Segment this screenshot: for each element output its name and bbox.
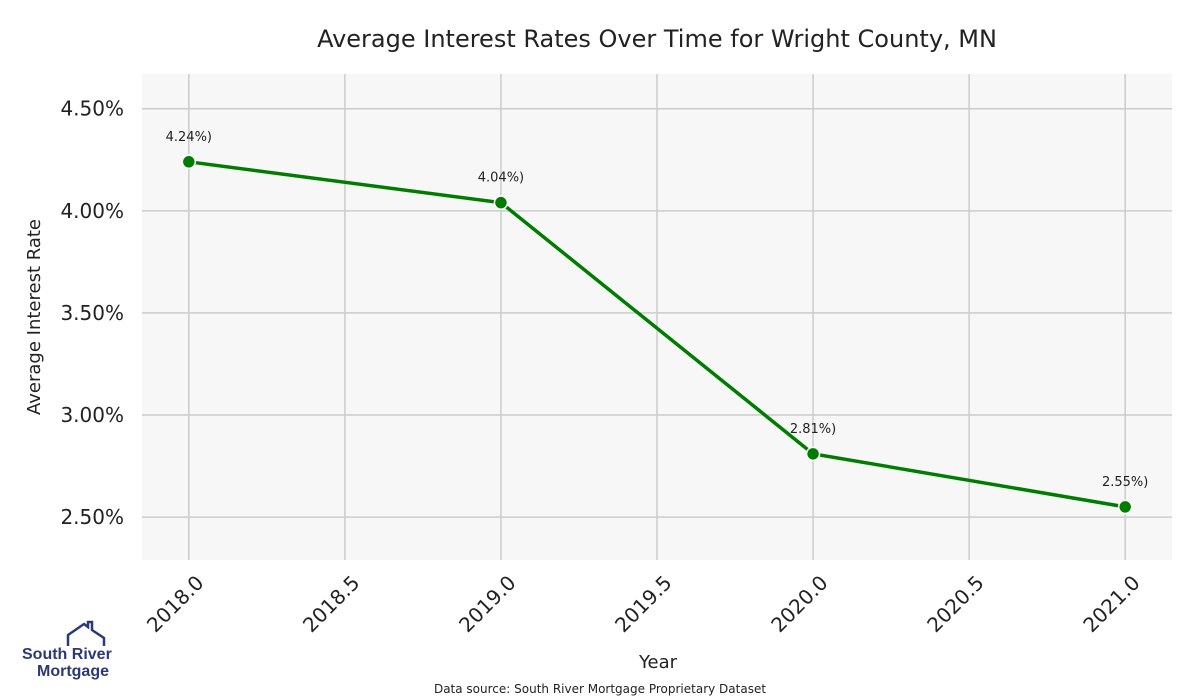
x-tick-label: 2020.0 — [766, 571, 832, 637]
data-label: 4.04%) — [478, 171, 524, 186]
y-tick-label: 4.00% — [60, 199, 124, 223]
data-point — [493, 195, 509, 210]
y-tick-label: 3.50% — [60, 301, 124, 325]
data-point — [805, 446, 821, 462]
y-axis-label: Average Interest Rate — [24, 219, 45, 415]
data-source-note: Data source: South River Mortgage Propri… — [434, 682, 766, 696]
y-tick-label: 2.50% — [60, 505, 124, 529]
y-tick-label: 4.50% — [60, 97, 124, 121]
x-tick-label: 2018.5 — [298, 571, 364, 637]
data-point — [181, 154, 197, 170]
y-tick-label: 3.00% — [60, 403, 124, 427]
series-line — [188, 160, 1126, 509]
x-tick-label: 2018.0 — [142, 571, 208, 637]
south-river-mortgage-logo: South River Mortgage — [22, 620, 112, 680]
house-icon — [66, 620, 106, 646]
x-axis-label: Year — [638, 652, 678, 673]
x-tick-label: 2019.0 — [454, 571, 520, 637]
x-tick-label: 2021.0 — [1078, 571, 1144, 637]
logo-line-2: Mortgage — [37, 663, 109, 680]
logo-line-1: South River — [22, 646, 112, 663]
chart-title: Average Interest Rates Over Time for Wri… — [317, 25, 997, 53]
data-label: 2.55%) — [1102, 475, 1148, 490]
data-label: 2.81%) — [790, 422, 836, 437]
x-tick-label: 2019.5 — [610, 571, 676, 637]
x-tick-label: 2020.5 — [922, 571, 988, 637]
data-label: 4.24%) — [166, 130, 212, 145]
data-point — [1117, 499, 1133, 515]
